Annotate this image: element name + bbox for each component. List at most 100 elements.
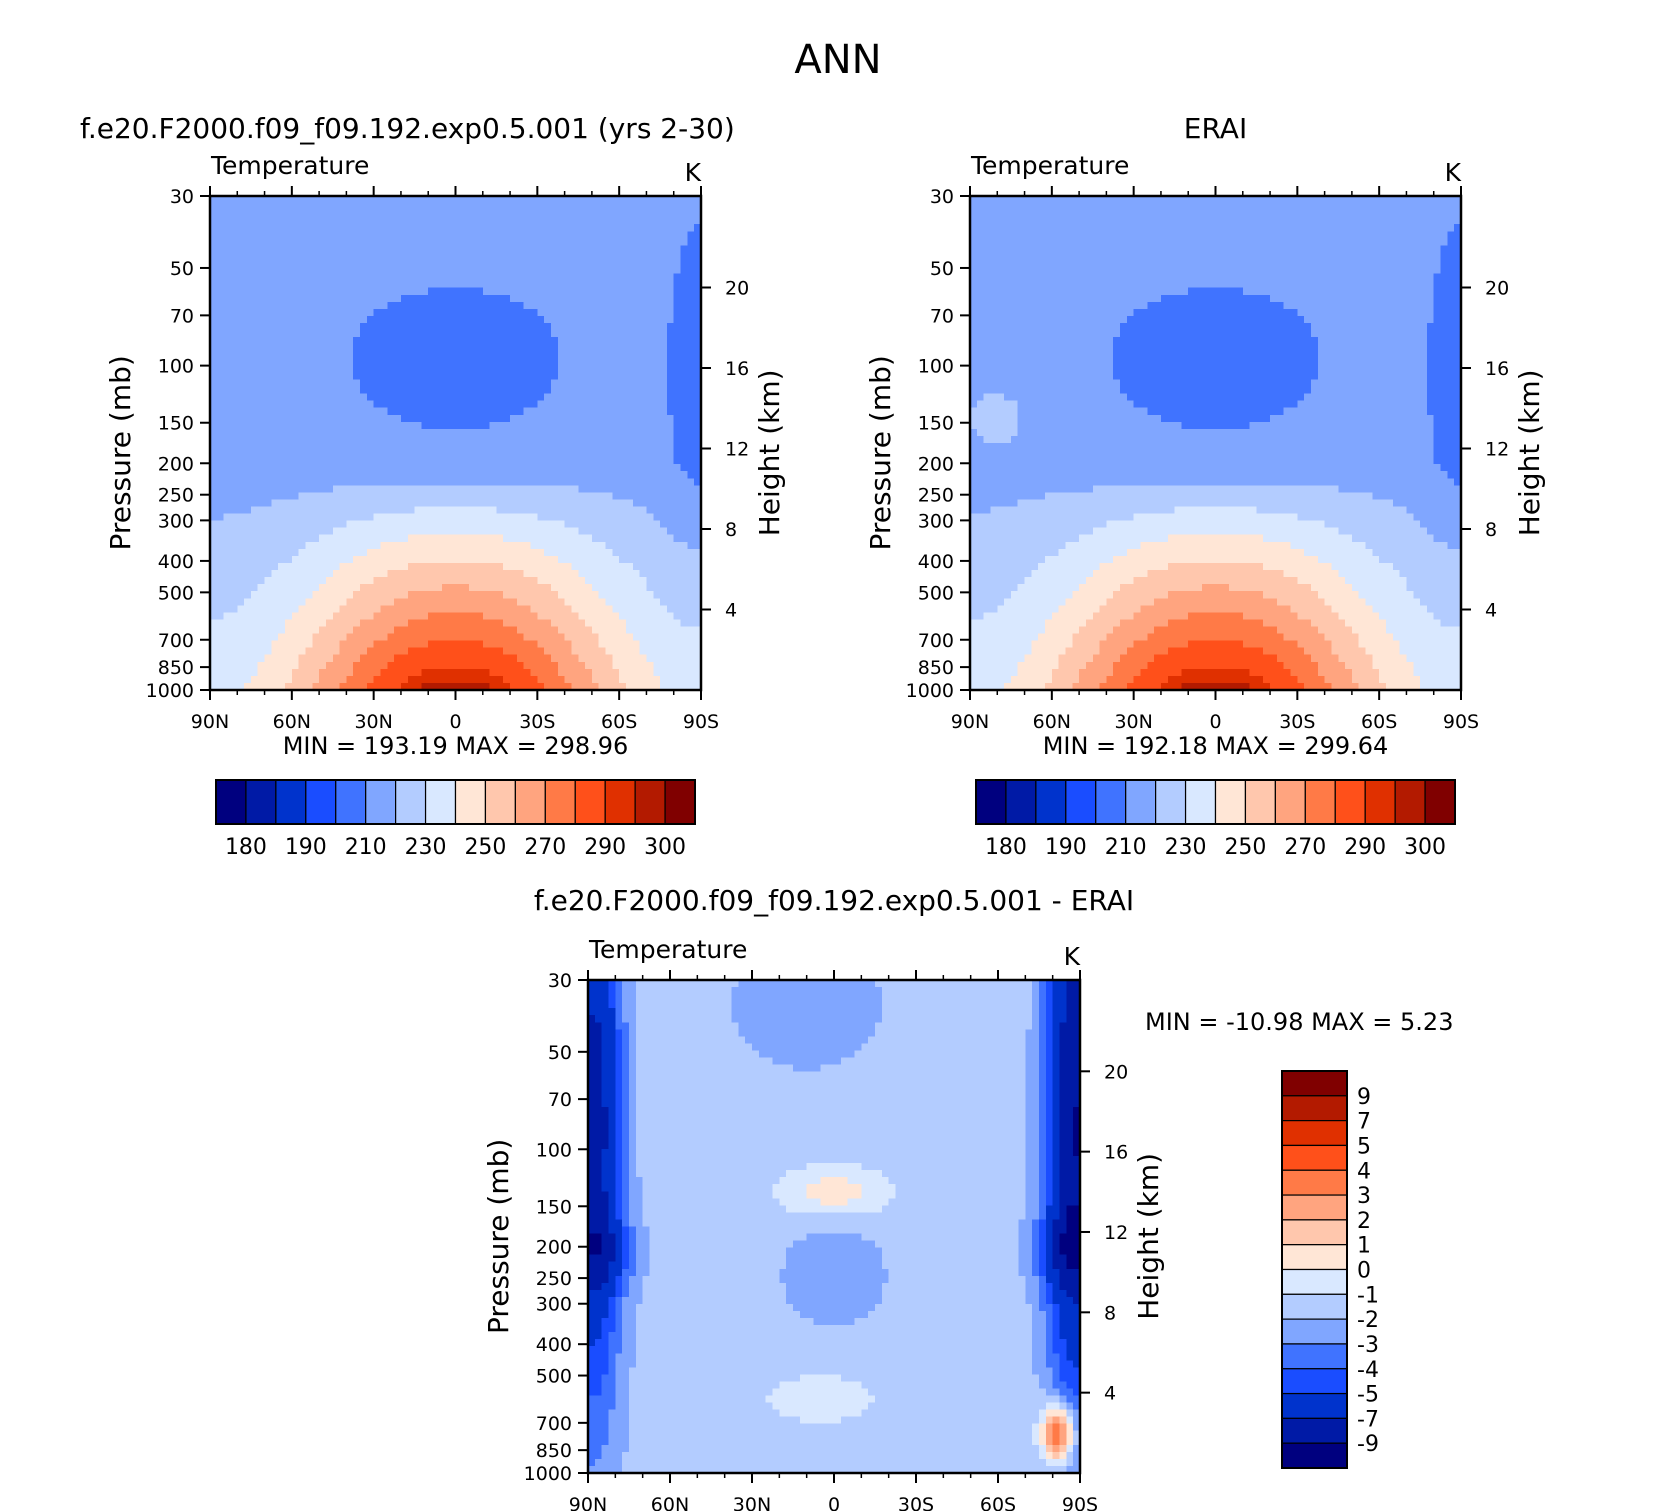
contour-cell — [257, 344, 266, 352]
contour-cell — [353, 231, 361, 239]
contour-cell — [373, 513, 382, 522]
contour-cell — [298, 224, 307, 232]
contour-cell — [455, 605, 463, 613]
contour-cell — [612, 577, 620, 585]
contour-cell — [537, 294, 545, 303]
contour-cell — [639, 287, 648, 296]
contour-cell — [496, 661, 504, 670]
contour-cell — [230, 675, 238, 684]
contour-cell — [339, 619, 347, 628]
contour-cell — [380, 640, 388, 649]
contour-cell — [339, 386, 347, 395]
contour-cell — [605, 386, 613, 395]
contour-cell — [687, 217, 695, 225]
contour-cell — [278, 245, 286, 254]
contour-cell — [503, 591, 511, 599]
contour-cell — [612, 555, 620, 564]
contour-cell — [523, 407, 532, 416]
contour-cell — [598, 457, 607, 465]
contour-cell — [230, 492, 238, 501]
contour-cell — [503, 196, 511, 204]
contour-cell — [271, 612, 279, 621]
contour-cell — [346, 379, 354, 388]
contour-cell — [305, 527, 313, 536]
contour-cell — [646, 351, 654, 359]
contour-cell — [469, 407, 477, 416]
contour-cell — [387, 640, 395, 649]
contour-cell — [448, 541, 457, 550]
contour-cell — [530, 337, 538, 345]
contour-cell — [210, 443, 218, 451]
contour-cell — [305, 605, 313, 613]
contour-cell — [653, 513, 661, 522]
contour-cell — [687, 407, 695, 416]
contour-cell — [223, 591, 232, 599]
contour-cell — [571, 245, 579, 254]
contour-cell — [585, 626, 593, 635]
contour-cell — [680, 407, 688, 416]
contour-cell — [694, 280, 702, 289]
contour-cell — [550, 640, 559, 649]
contour-cell — [373, 245, 382, 254]
contour-cell — [469, 337, 477, 345]
contour-cell — [475, 273, 484, 282]
contour-cell — [482, 492, 491, 501]
contour-cell — [441, 640, 450, 649]
contour-cell — [210, 647, 218, 656]
contour-cell — [564, 555, 573, 564]
contour-cell — [612, 485, 620, 493]
contour-cell — [448, 344, 457, 352]
contour-cell — [366, 330, 375, 338]
contour-cell — [216, 633, 225, 642]
contour-cell — [441, 393, 450, 402]
contour-cell — [339, 534, 347, 543]
contour-cell — [387, 308, 395, 317]
contour-cell — [639, 450, 648, 458]
contour-cell — [639, 386, 648, 395]
contour-cell — [400, 259, 409, 268]
contour-cell — [503, 668, 511, 677]
contour-cell — [646, 478, 654, 486]
contour-cell — [646, 492, 654, 501]
contour-cell — [666, 308, 675, 317]
contour-cell — [353, 591, 361, 599]
contour-cell — [448, 421, 457, 430]
contour-cell — [373, 562, 382, 571]
contour-cell — [612, 443, 620, 451]
contour-cell — [516, 661, 525, 670]
contour-cell — [510, 344, 518, 352]
contour-cell — [687, 224, 695, 232]
contour-cell — [366, 414, 375, 423]
contour-cell — [298, 372, 307, 381]
contour-cell — [557, 471, 566, 479]
contour-cell — [291, 266, 300, 275]
contour-cell — [496, 323, 504, 331]
contour-cell — [394, 506, 402, 515]
contour-cell — [319, 238, 327, 246]
contour-cell — [564, 259, 573, 268]
contour-cell — [516, 591, 525, 599]
contour-cell — [523, 647, 532, 656]
contour-cell — [298, 210, 307, 218]
contour-cell — [257, 633, 266, 642]
contour-cell — [605, 457, 613, 465]
contour-cell — [489, 675, 498, 684]
contour-cell — [319, 675, 327, 684]
contour-cell — [441, 527, 450, 536]
contour-cell — [244, 365, 252, 374]
contour-cell — [523, 210, 532, 218]
contour-cell — [448, 330, 457, 338]
contour-cell — [639, 605, 648, 613]
contour-cell — [510, 273, 518, 282]
contour-cell — [598, 252, 607, 261]
contour-cell — [264, 301, 272, 310]
contour-cell — [660, 323, 668, 331]
contour-cell — [312, 570, 320, 578]
contour-cell — [421, 570, 429, 578]
contour-cell — [264, 351, 272, 359]
contour-cell — [510, 647, 518, 656]
contour-cell — [530, 294, 538, 303]
contour-cell — [394, 379, 402, 388]
contour-cell — [339, 654, 347, 663]
contour-cell — [489, 393, 498, 402]
